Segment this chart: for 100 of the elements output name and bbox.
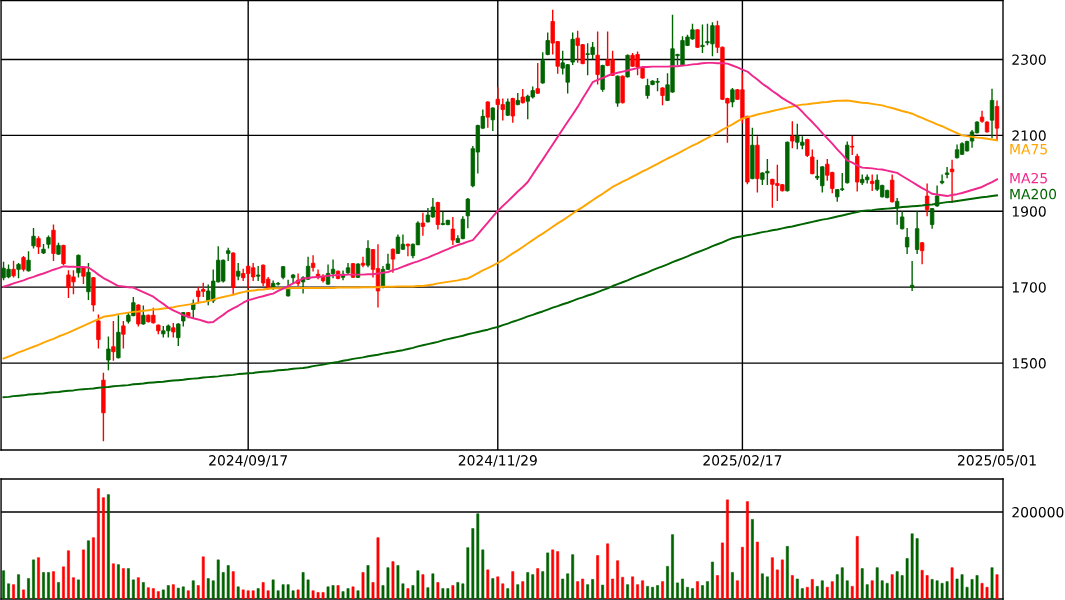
bar (551, 549, 555, 599)
bar (750, 519, 754, 599)
bar (566, 573, 570, 599)
candlestick (61, 244, 66, 266)
candlestick (994, 100, 1000, 141)
candlestick (914, 211, 920, 255)
bar (571, 554, 575, 599)
y-tick-label: 2300 (1012, 54, 1046, 65)
bar (810, 579, 814, 599)
bar (815, 586, 819, 599)
bar (995, 574, 999, 599)
bar (541, 571, 545, 599)
bar (451, 585, 455, 599)
bar (491, 578, 495, 599)
x-tick-label: 2024/11/29 (458, 455, 537, 467)
bar (236, 586, 240, 599)
y-tick-label: 1500 (1012, 358, 1046, 369)
candlestick (810, 149, 815, 175)
candlestick (256, 265, 261, 282)
bar (556, 551, 560, 599)
candlestick (400, 234, 406, 250)
bar (126, 568, 130, 599)
bar (356, 590, 360, 599)
bar (141, 582, 145, 599)
candlestick (86, 262, 91, 301)
bar (601, 584, 605, 599)
bar (161, 589, 165, 599)
bar (820, 580, 824, 599)
bar (42, 572, 45, 599)
bar (671, 534, 674, 599)
bar (536, 568, 540, 599)
bar (596, 555, 600, 599)
bar (681, 578, 684, 599)
bar (621, 576, 624, 599)
candlestick (360, 256, 366, 268)
bar (990, 567, 994, 599)
bar (62, 566, 65, 599)
bar (111, 563, 115, 599)
bar (701, 585, 704, 599)
bar (92, 537, 95, 599)
bar (616, 560, 620, 599)
bar (87, 540, 90, 599)
bar (156, 591, 160, 599)
bar (2, 570, 5, 599)
bar (131, 579, 135, 599)
candlestick (31, 228, 36, 249)
bar (146, 587, 150, 599)
bar (736, 580, 739, 599)
bar (611, 578, 615, 599)
bar (77, 579, 80, 599)
bar (506, 588, 510, 599)
candlestick (435, 201, 441, 230)
candlestick (176, 323, 181, 346)
candlestick (420, 212, 426, 236)
candlestick (944, 166, 950, 179)
bar (666, 566, 669, 599)
candlestick (625, 54, 630, 78)
bar (795, 578, 799, 599)
bar (606, 543, 610, 599)
bar (391, 561, 395, 599)
candlestick (924, 183, 930, 217)
candlestick (919, 242, 925, 265)
bar (171, 584, 175, 599)
bar (7, 583, 10, 599)
bar (351, 586, 355, 599)
bar (790, 575, 794, 599)
bar (27, 578, 30, 599)
bar (706, 581, 709, 599)
bar (586, 584, 590, 599)
bar (102, 497, 105, 599)
candlestick (395, 234, 401, 255)
x-tick-label: 2024/09/17 (209, 455, 288, 467)
candlestick (909, 261, 915, 291)
bar (121, 568, 125, 599)
bar (726, 499, 729, 599)
bar (136, 577, 140, 599)
bar (661, 581, 664, 599)
bar (696, 581, 699, 599)
candlestick (929, 207, 935, 229)
bar (57, 582, 60, 599)
bar (636, 584, 639, 599)
candlestick (595, 31, 600, 85)
candlestick (106, 336, 111, 371)
bar (366, 565, 370, 599)
bar (296, 589, 300, 599)
bar (656, 585, 659, 599)
candlestick (490, 107, 495, 132)
bar (486, 569, 490, 599)
candlestick (545, 32, 550, 56)
candlestick (275, 281, 281, 286)
candlestick (96, 314, 101, 349)
bar (181, 586, 185, 599)
line-series (2, 194, 998, 399)
bar (47, 572, 50, 599)
bar (52, 571, 55, 599)
bar (191, 580, 195, 599)
bar (780, 559, 784, 599)
bar (37, 557, 40, 599)
bar (406, 588, 410, 599)
bar (521, 581, 525, 599)
